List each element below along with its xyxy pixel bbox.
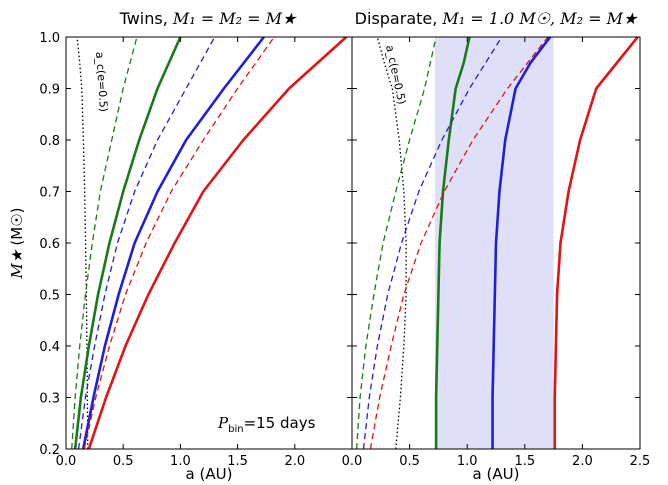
right-panel-title: Disparate, M₁ = 1.0 M☉, M₂ = M★ (355, 9, 639, 28)
x-tick-label: 0.5 (399, 454, 420, 469)
left-panel-ticks: 0.0 0.5 1.0 1.5 2.0 0.2 0.3 0.4 0.5 0.6 0.7 0.8 0.9 1… (39, 31, 352, 469)
red-solid-line (87, 36, 348, 450)
x-tick-label: 1.0 (170, 454, 191, 469)
y-tick-label: 0.8 (39, 134, 60, 149)
y-tick-label: 0.4 (39, 340, 60, 355)
y-axis-label: M★(M☉) (8, 208, 26, 280)
critical-curve (76, 36, 89, 450)
critical-curve (376, 36, 407, 450)
x-tick-label: 1.0 (457, 454, 478, 469)
x-tick-label: 1.5 (227, 454, 248, 469)
blue-solid-line (81, 36, 265, 450)
red-dashed-line (83, 36, 275, 450)
y-tick-label: 0.7 (39, 186, 60, 201)
red-dashed-line (369, 36, 549, 450)
left-x-axis-label: a (AU) (186, 465, 233, 483)
blue-solid-line (491, 36, 552, 449)
left-panel-series (71, 36, 348, 450)
y-tick-label: 0.2 (39, 443, 60, 458)
x-tick-label: 2.0 (284, 454, 305, 469)
red-solid-line (553, 36, 639, 449)
left-panel-title: Twins, M₁ = M₂ = M★ (119, 9, 298, 28)
x-tick-label: 2.0 (572, 454, 593, 469)
y-tick-label: 0.6 (39, 237, 60, 252)
green-solid-line (73, 36, 182, 450)
x-tick-label: 0.0 (56, 454, 77, 469)
y-tick-label: 0.9 (39, 83, 60, 98)
y-tick-label: 1.0 (39, 31, 60, 46)
x-tick-label: 0.5 (113, 454, 134, 469)
y-tick-label: 0.3 (39, 392, 60, 407)
right-panel-series (355, 36, 639, 450)
left-critical-label: a_c(e=0.5) (93, 51, 110, 112)
right-x-axis-label: a (AU) (473, 465, 520, 483)
right-panel-ticks: 0.0 0.5 1.0 1.5 2.0 2.5 (342, 36, 651, 469)
right-critical-label: a_c(e=0.5) (383, 44, 408, 106)
green-solid-line (434, 36, 471, 449)
x-tick-label: 1.5 (514, 454, 535, 469)
x-tick-label: 0.0 (342, 454, 363, 469)
period-annotation: Pbin=15 days (217, 414, 316, 435)
x-tick-label: 2.5 (630, 454, 651, 469)
shaded-region (434, 37, 554, 449)
y-tick-label: 0.5 (39, 289, 60, 304)
